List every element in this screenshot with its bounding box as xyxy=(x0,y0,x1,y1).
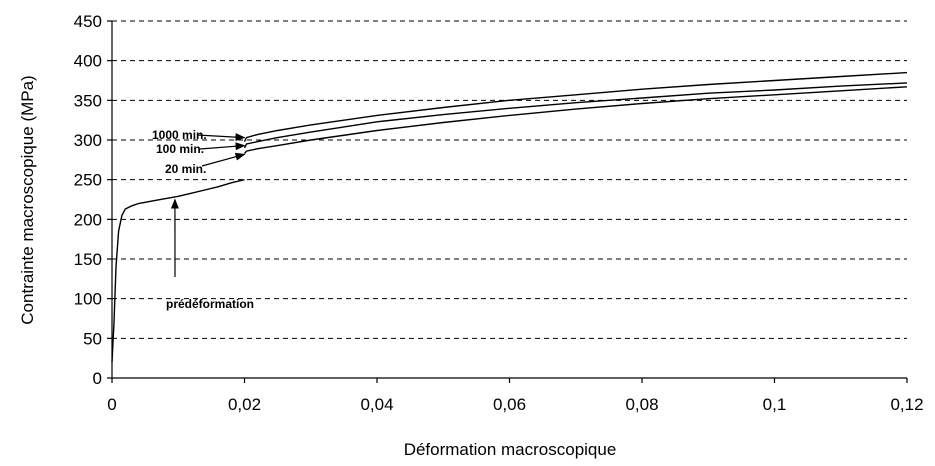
series-line-0 xyxy=(111,179,245,363)
y-tick-labels: 0 50 100 150 200 250 300 350 400 450 xyxy=(74,12,102,388)
annotation-arrow-2 xyxy=(201,152,246,167)
y-tick-label-1: 50 xyxy=(83,329,102,348)
y-axis-title: Contrainte macroscopique (MPa) xyxy=(18,75,37,324)
annotations: 1000 min.100 min. 20 min. prédéformation xyxy=(152,128,254,311)
annotation-label-1: 100 min. xyxy=(156,142,204,156)
series-line-1 xyxy=(243,86,908,154)
y-tick-label-8: 400 xyxy=(74,52,102,71)
y-tick-label-4: 200 xyxy=(74,210,102,229)
y-tick-label-0: 0 xyxy=(93,369,102,388)
y-tick-label-9: 450 xyxy=(74,12,102,31)
x-tick-label-1: 0,02 xyxy=(228,395,261,414)
annotation-arrow-1 xyxy=(199,142,246,151)
y-tick-label-6: 300 xyxy=(74,131,102,150)
x-tick-label-4: 0,08 xyxy=(625,395,658,414)
y-tick-label-7: 350 xyxy=(74,91,102,110)
x-tick-label-6: 0,12 xyxy=(890,395,923,414)
plot-axes xyxy=(107,20,908,383)
series-line-2 xyxy=(243,82,908,149)
x-tick-label-2: 0,04 xyxy=(360,395,393,414)
series-line-3 xyxy=(243,71,908,142)
x-tick-label-0: 0 xyxy=(107,395,116,414)
horizontal-gridlines xyxy=(112,20,907,339)
annotation-label-2: 20 min. xyxy=(165,162,206,176)
y-tick-label-5: 250 xyxy=(74,171,102,190)
annotation-label-0: 1000 min. xyxy=(152,128,207,142)
y-tick-label-3: 150 xyxy=(74,250,102,269)
y-tick-label-2: 100 xyxy=(74,290,102,309)
x-tick-label-5: 0,1 xyxy=(763,395,787,414)
data-series xyxy=(111,71,908,363)
x-tick-label-3: 0,06 xyxy=(493,395,526,414)
x-tick-labels: 0 0,02 0,04 0,06 0,08 0,1 0,12 xyxy=(107,395,923,414)
annotation-arrow-0 xyxy=(196,133,246,142)
x-axis-title: Déformation macroscopique xyxy=(404,440,617,459)
annotation-label-3: prédéformation xyxy=(166,297,254,311)
